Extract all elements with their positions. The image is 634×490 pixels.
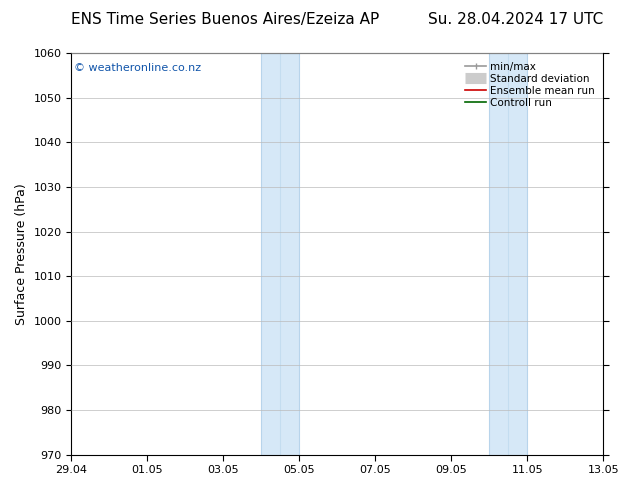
Bar xyxy=(508,53,527,455)
Bar xyxy=(280,53,299,455)
Y-axis label: Surface Pressure (hPa): Surface Pressure (hPa) xyxy=(15,183,28,325)
Text: Su. 28.04.2024 17 UTC: Su. 28.04.2024 17 UTC xyxy=(428,12,603,27)
Text: ENS Time Series Buenos Aires/Ezeiza AP: ENS Time Series Buenos Aires/Ezeiza AP xyxy=(72,12,380,27)
Text: © weatheronline.co.nz: © weatheronline.co.nz xyxy=(74,63,201,74)
Legend: min/max, Standard deviation, Ensemble mean run, Controll run: min/max, Standard deviation, Ensemble me… xyxy=(462,58,598,111)
Bar xyxy=(261,53,280,455)
Bar xyxy=(489,53,508,455)
